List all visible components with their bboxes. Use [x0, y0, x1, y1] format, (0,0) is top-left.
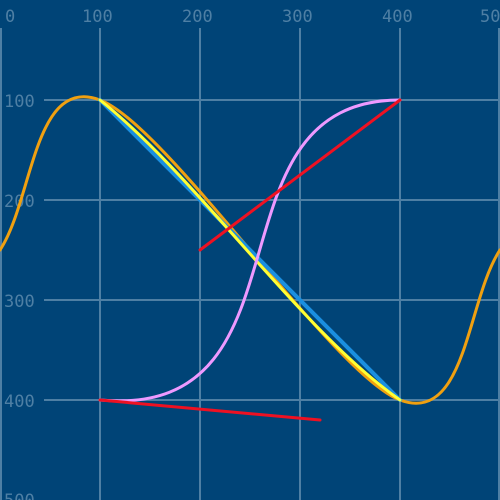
y-tick-label-100: 100: [4, 92, 35, 112]
y-axis-labels: 100 200 300 400 500: [4, 92, 35, 500]
y-tick-label-400: 400: [4, 392, 35, 412]
x-tick-label-500: 500: [480, 7, 500, 27]
x-tick-label-300: 300: [282, 7, 313, 27]
x-tick-label-200: 200: [182, 7, 213, 27]
y-tick-label-500: 500: [4, 491, 35, 500]
red-line-upper: [198, 98, 402, 252]
grid: [0, 28, 500, 500]
x-tick-label-400: 400: [382, 7, 413, 27]
red-line-lower: [98, 398, 322, 422]
x-tick-label-100: 100: [82, 7, 113, 27]
blue-line-segment: [98, 98, 402, 402]
curves: [0, 95, 500, 422]
y-tick-label-300: 300: [4, 292, 35, 312]
x-axis-labels: 0 100 200 300 400 500: [5, 7, 500, 27]
violet-curve: [98, 98, 402, 403]
x-tick-label-0: 0: [5, 7, 15, 27]
yellow-curve: [98, 98, 402, 402]
